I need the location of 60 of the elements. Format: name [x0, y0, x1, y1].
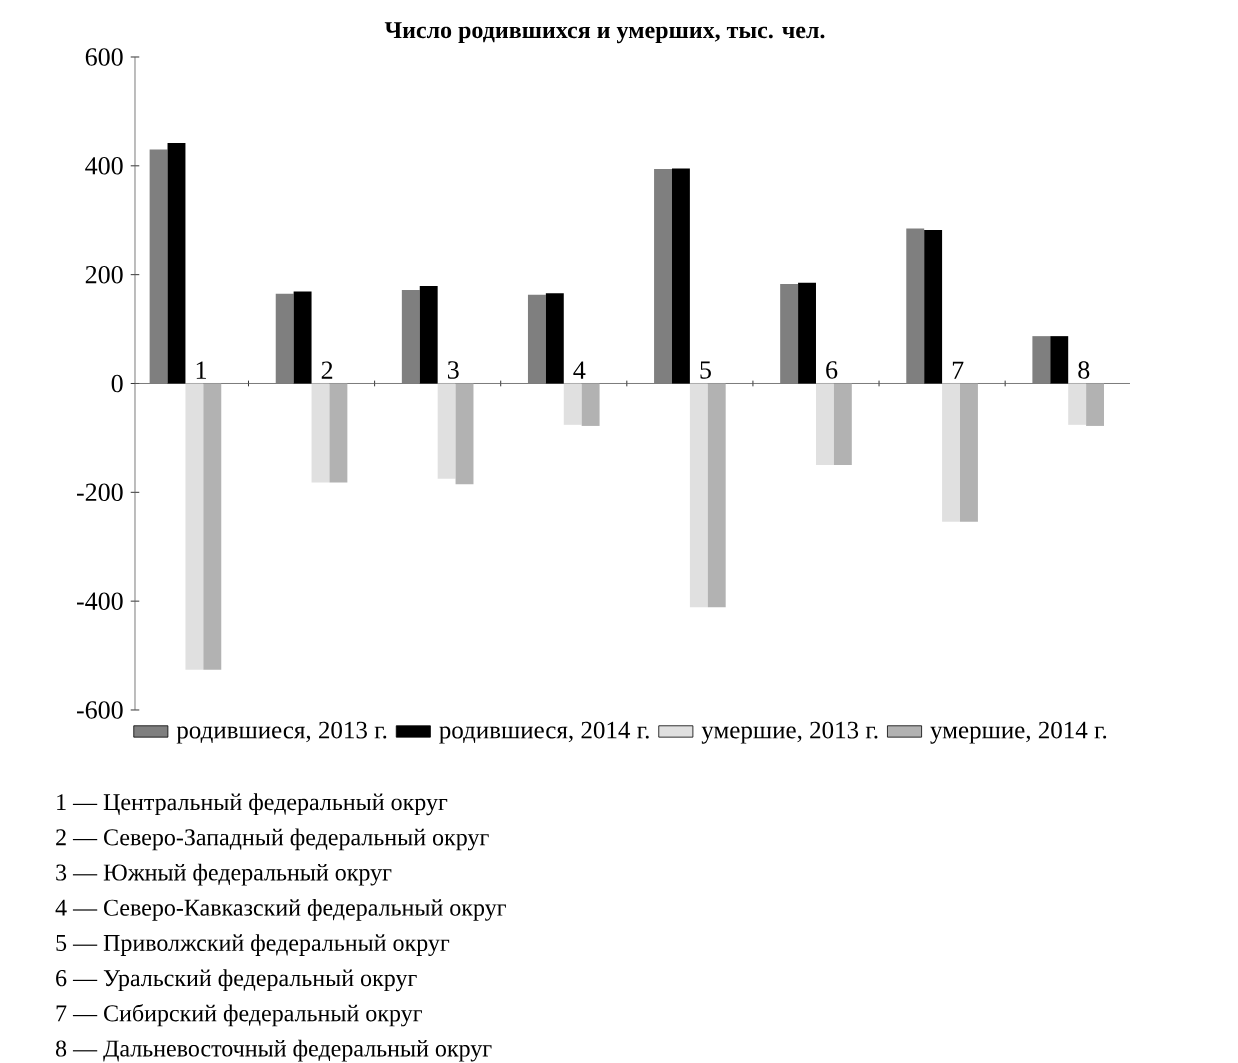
- chart-title: Число родившихся и умерших, тыс. чел.: [384, 22, 825, 44]
- text: 2 — Северо-Западный федеральный округ: [56, 828, 489, 851]
- legend-label: умершие, 2013 г.: [701, 721, 878, 744]
- y-tick-label: -200: [76, 483, 123, 502]
- y-tick-label: -400: [76, 592, 123, 610]
- bar: [833, 383, 852, 466]
- bar: [527, 294, 546, 384]
- x-tick-label: 7: [952, 361, 964, 379]
- x-tick-label: 1: [196, 361, 206, 379]
- bar: [1086, 383, 1105, 426]
- text: 1 — Центральный федеральный округ: [57, 793, 448, 816]
- x-tick-label: 6: [826, 361, 838, 379]
- bar: [906, 228, 925, 384]
- bar: [1068, 383, 1087, 425]
- bar: [689, 383, 708, 608]
- bar: [780, 283, 799, 384]
- x-tick-label: 8: [1078, 361, 1090, 379]
- bar: [329, 383, 348, 483]
- y-tick-label: 400: [85, 157, 123, 175]
- text: 8 — Дальневосточный федеральный округ: [55, 1039, 492, 1062]
- text: 6 — Уральский федеральный округ: [56, 969, 417, 992]
- bar: [311, 383, 330, 483]
- bar: [419, 286, 438, 384]
- bar: [671, 168, 690, 384]
- y-tick-label: 600: [85, 48, 123, 66]
- bar: [798, 282, 816, 384]
- y-tick-label: 0: [111, 374, 123, 393]
- x-tick-label: 2: [321, 361, 333, 379]
- bar: [545, 293, 564, 384]
- x-tick-label: 3: [447, 361, 459, 379]
- bar: [167, 142, 186, 384]
- bar: [203, 383, 222, 670]
- bar: [815, 383, 834, 466]
- bar: [1050, 336, 1069, 384]
- bar: [185, 383, 204, 670]
- bar: [1032, 336, 1051, 384]
- bar: [942, 383, 960, 522]
- legend-label: умершие, 2014 г.: [930, 721, 1107, 744]
- bar: [275, 293, 294, 384]
- bar: [654, 169, 672, 384]
- bar: [401, 289, 420, 384]
- bar: [293, 291, 312, 384]
- text: 4 — Северо-Кавказский федеральный округ: [55, 898, 506, 921]
- bar: [581, 383, 600, 426]
- text: 3 — Южный федеральный округ: [56, 863, 392, 886]
- bar: [437, 383, 456, 479]
- x-tick-label: 4: [573, 361, 586, 379]
- bar: [960, 383, 978, 522]
- y-tick-label: 200: [85, 265, 123, 284]
- legend-label: родившиеся, 2014 г.: [439, 721, 649, 744]
- bar: [563, 383, 582, 425]
- y-tick-label: -600: [76, 701, 123, 719]
- bar: [455, 383, 474, 485]
- bar: [149, 149, 168, 384]
- text: 5 — Приволжский федеральный округ: [56, 934, 450, 956]
- bar: [924, 230, 943, 384]
- x-tick-label: 5: [700, 361, 711, 379]
- legend-label: родившиеся, 2013 г.: [176, 721, 387, 744]
- bar: [707, 383, 726, 608]
- text: 7 — Сибирский федеральный округ: [56, 1004, 422, 1027]
